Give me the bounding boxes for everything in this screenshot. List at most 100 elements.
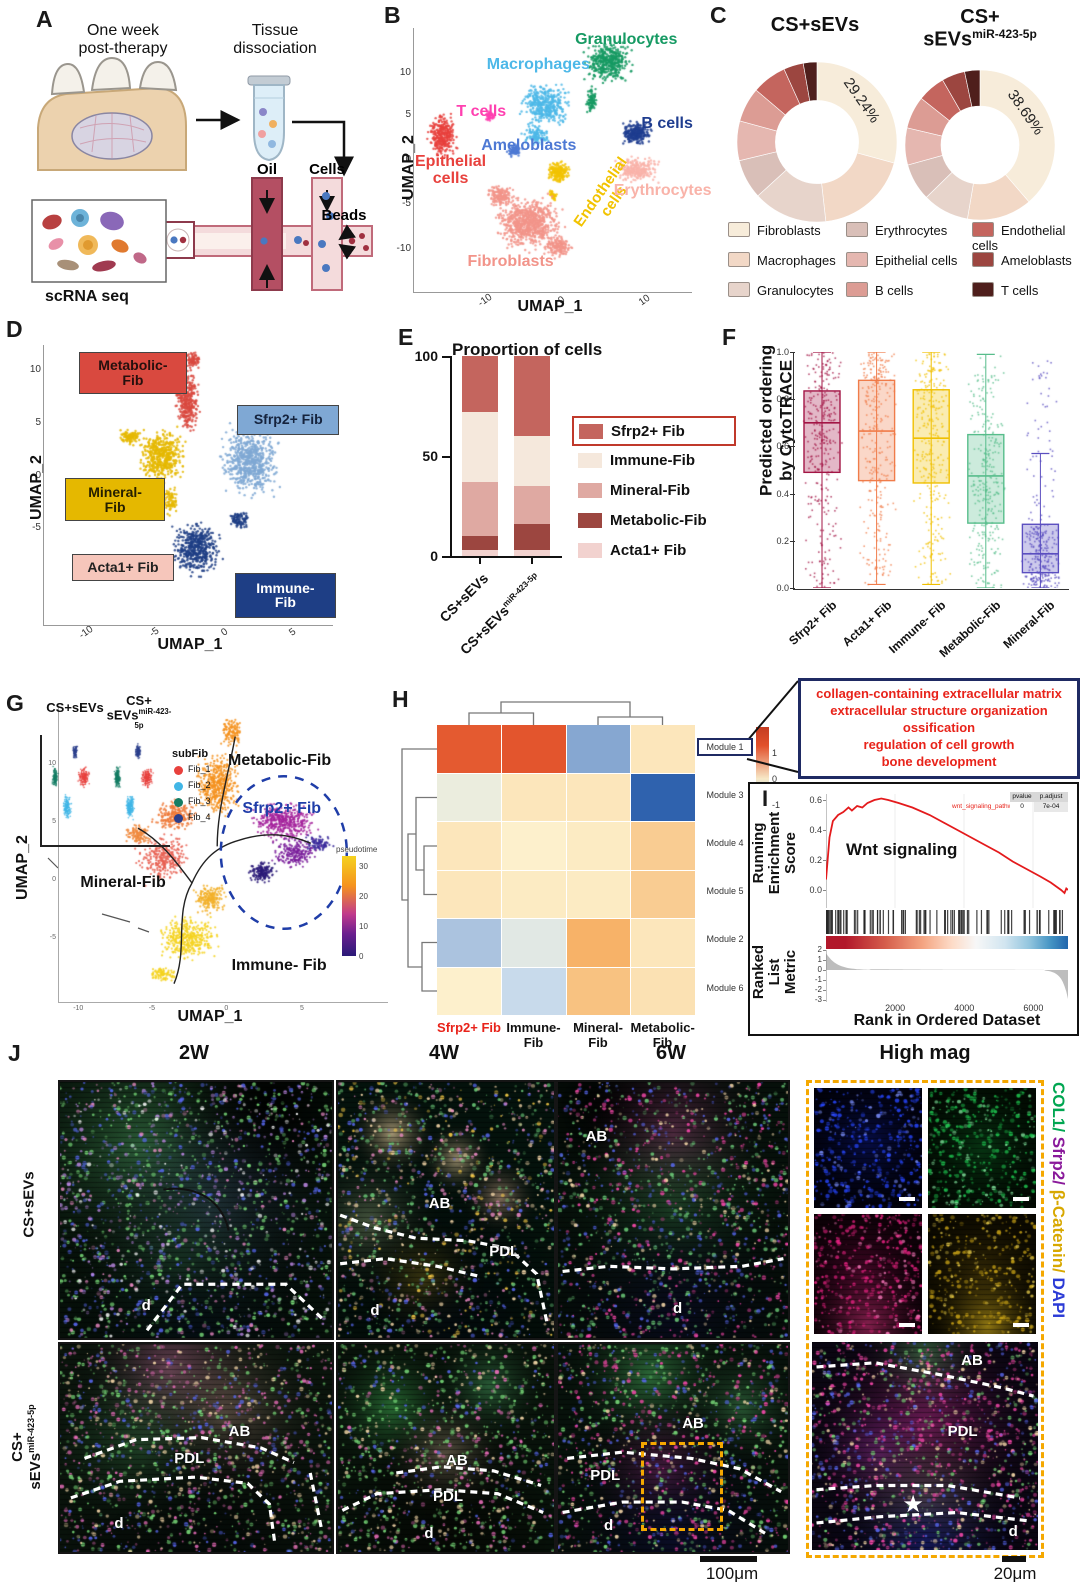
heatmap-cell [566,919,631,967]
oil-label: Oil [257,161,277,178]
inset-title-cs-sevs: CS+sEVs [46,700,104,715]
inset-title2-line2: sEVs [106,706,139,722]
go-terms-box: collagen-containing extracellular matrix… [798,678,1080,779]
res-label-line: Running [750,822,767,884]
legend-swatch [972,252,994,267]
donut-title2-line1: CS+ [960,6,1000,28]
rlm-label-line: Metric [782,949,799,995]
subfib-dot [174,766,183,775]
go-term: extracellular structure organization [830,703,1048,718]
res-tick: 0.6 [809,795,822,805]
rlm-tick: -2 [814,985,822,994]
cluster-label: Macrophages [486,55,590,73]
donut-svg [736,61,898,223]
tissue-label-ab: AB [682,1414,704,1432]
pseudotime-colorbar-title: pseudotime [336,845,378,854]
bar-segment [514,550,550,556]
heatmap-row-label: Module 3 [706,789,744,800]
bar-segment [514,436,550,486]
heatmap-cell [631,725,695,773]
heatmap-col-label: Immune- Fib [506,1020,561,1050]
row-label-cs-sevs-mir: CS+ sEVsmiR-423-5p [9,1372,44,1522]
bar-segment [462,482,498,536]
y-tick: 0 [405,153,411,165]
highmag-col1-channel [928,1088,1036,1208]
cell-type-legend: Fibroblasts Macrophages Granulocytes Erythr… [728,222,1078,312]
legend-swatch [579,423,603,439]
heatmap-cell [566,870,631,918]
legend-item: Granulocytes [728,282,846,312]
pvalue-value: 0 [1020,803,1024,810]
donut-title2-line2: sEVs [923,28,973,51]
cluster-label: Metabolic-Fib [228,752,332,770]
heatmap-colorbar-tick: 1 [772,748,778,758]
panel-f-letter: F [722,324,737,350]
y-tick: 5 [405,108,411,120]
cluster-label: B cells [641,115,693,133]
legend-swatch [846,282,868,297]
heatmap-cell [631,967,695,1015]
arrow-to-chip [292,120,354,177]
bar-legend-item: Sfrp2+ Fib [572,416,736,446]
heatmap-cell [566,725,631,773]
gsea-panel: I Running Enrichment Score Ranked List Metri… [748,782,1079,1036]
x-tick: -5 [148,1004,156,1012]
tissue-label-pdl: PDL [947,1423,978,1441]
tissue-label-d: d [114,1514,124,1532]
rlm-tick: 2 [817,945,822,954]
rlm-tick-mark [823,950,826,951]
pseudotime-tick: 30 [359,862,368,871]
fib-subtype-label-box: Sfrp2+ Fib [237,404,340,435]
legend-swatch [728,222,750,237]
x-axis [444,556,562,558]
y-tick-mark [790,588,795,589]
tissue-label-d: d [141,1297,151,1315]
rlm-tick: -3 [814,995,822,1004]
panel-g-letter: G [6,690,24,716]
fib-subtype-label-box: Mineral- Fib [64,478,166,521]
umap2-axis-label-b: UMAP_2 [400,135,417,200]
rlm-tick-mark [823,970,826,971]
legend-item: Ameloblasts [972,252,1080,282]
res-label-line: Enrichment [766,811,783,895]
pathway-name: wnt_signaling_pathway [952,803,1010,810]
scalebar-20um [1002,1556,1026,1562]
umap2-axis-label-d: UMAP_2 [28,455,45,520]
fib-subtype-label-box: Immune- Fib [234,572,337,619]
ranked-list-metric-label: Ranked List Metric [750,917,799,1027]
annotation-overlay [60,1082,332,1338]
legend-swatch [972,282,994,297]
bar-legend-item: Metabolic-Fib [578,508,728,532]
inset-title-cs-sevs-mir: CS+ sEVsmiR-423-5p [104,694,174,736]
umap-pseudotime-plot: Metabolic-Fib Sfrp2+ Fib Mineral-Fib Immune… [30,700,390,1012]
step2-line1: Tissue [251,22,299,39]
heatmap-cell [566,967,631,1015]
padjust-value: 7e-04 [1034,802,1068,812]
go-term: bone development [881,754,997,769]
running-enrichment-score-label: Running Enrichment Score [750,798,799,908]
gsea-x-label: Rank in Ordered Dataset [853,1012,1041,1029]
legend-swatch [578,482,602,498]
gsea-hit-ticks [826,910,1064,934]
inset-umap-cs-sevs [42,737,102,843]
col-header-6w: 6W [656,1042,686,1064]
micrograph-2w-cs-sevs-mir: AB PDL d [58,1342,334,1554]
tissue-label-pdl: PDL [433,1487,464,1505]
gsea-res-curve [826,794,1068,908]
row-label2-line2: sEVs [26,1452,44,1490]
channel-label-segment: DAPI [1049,1277,1068,1319]
inset-frame [40,735,170,847]
proportion-of-cells-chart: Proportion of cells 100 50 0 CS+sEVs CS+sEVsm… [415,330,736,660]
rlm-tick-mark [823,960,826,961]
pseudotime-tick: 10 [359,922,368,931]
highmag-dapi-channel [814,1088,922,1208]
x-tick: -10 [77,623,96,642]
annotation-overlay [558,1082,788,1338]
bar-segment [462,550,498,556]
bar-legend-item: Immune-Fib [578,448,728,472]
tissue-label-d: d [424,1524,434,1542]
y-tick-label: 0.2 [776,535,789,546]
row-label-cs-sevs: CS+sEVs [20,1171,38,1238]
legend-item: Erythrocytes [846,222,972,252]
heatmap-col-label: Metabolic-Fib [630,1020,695,1050]
